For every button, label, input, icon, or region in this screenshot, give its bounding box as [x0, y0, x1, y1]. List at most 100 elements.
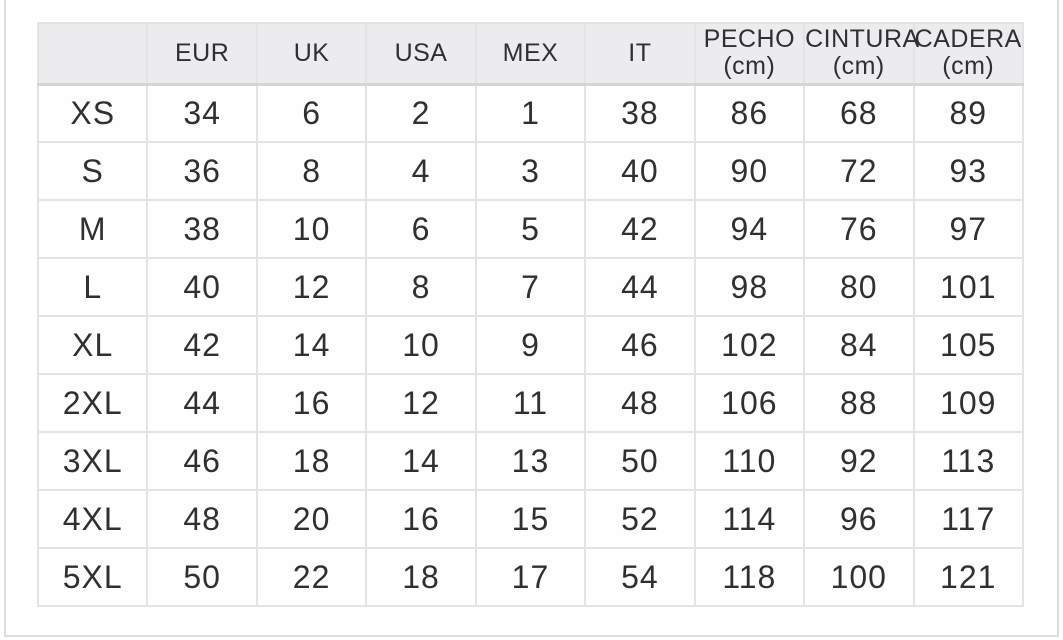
table-cell: 86: [693, 83, 806, 143]
column-header-pecho-label: PECHO: [703, 24, 796, 53]
table-cell: 1: [474, 83, 587, 143]
table-cell: 38: [146, 199, 258, 259]
size-label: L: [36, 257, 149, 317]
size-label: 2XL: [36, 373, 149, 433]
column-header-cadera-label: CADERA: [914, 24, 1022, 53]
table-cell: 9: [474, 315, 587, 375]
table-cell: 44: [146, 373, 258, 433]
size-chart-table: EUR UK USA MEX IT PECHO (cm) CINTURA (cm…: [36, 22, 1024, 607]
column-header-uk: UK: [255, 22, 368, 86]
table-row-xl: XL 42 14 10 9 46 102 84 105: [36, 315, 1024, 375]
column-header-size: [36, 22, 149, 86]
column-header-cadera-unit: (cm): [942, 52, 995, 81]
table-cell: 4: [365, 141, 477, 201]
column-header-it: IT: [584, 22, 696, 86]
table-cell: 12: [255, 257, 368, 317]
table-cell: 10: [255, 199, 368, 259]
table-cell: 121: [912, 547, 1024, 607]
table-cell: 14: [365, 431, 477, 491]
table-cell: 114: [693, 489, 806, 549]
table-cell: 16: [255, 373, 368, 433]
table-cell: 20: [255, 489, 368, 549]
table-cell: 52: [584, 489, 696, 549]
table-cell: 84: [803, 315, 915, 375]
size-label: XL: [36, 315, 149, 375]
column-header-eur: EUR: [146, 22, 258, 86]
table-cell: 42: [146, 315, 258, 375]
table-cell: 2: [365, 83, 477, 143]
table-row-3xl: 3XL 46 18 14 13 50 110 92 113: [36, 431, 1024, 491]
table-cell: 6: [255, 83, 368, 143]
table-cell: 98: [693, 257, 806, 317]
table-cell: 102: [693, 315, 806, 375]
table-cell: 40: [146, 257, 258, 317]
size-label: 5XL: [36, 547, 149, 607]
table-cell: 118: [693, 547, 806, 607]
table-cell: 110: [693, 431, 806, 491]
table-cell: 97: [912, 199, 1024, 259]
table-cell: 36: [146, 141, 258, 201]
table-cell: 89: [912, 83, 1024, 143]
table-row-s: S 36 8 4 3 40 90 72 93: [36, 141, 1024, 201]
table-cell: 90: [693, 141, 806, 201]
column-header-cadera: CADERA (cm): [912, 22, 1024, 86]
table-cell: 93: [912, 141, 1024, 201]
table-cell: 14: [255, 315, 368, 375]
table-cell: 106: [693, 373, 806, 433]
table-cell: 13: [474, 431, 587, 491]
table-cell: 7: [474, 257, 587, 317]
column-header-cintura-label: CINTURA: [805, 24, 920, 53]
table-cell: 34: [146, 83, 258, 143]
table-cell: 117: [912, 489, 1024, 549]
column-header-cintura-unit: (cm): [832, 52, 885, 81]
table-cell: 113: [912, 431, 1024, 491]
table-row-xs: XS 34 6 2 1 38 86 68 89: [36, 83, 1024, 143]
table-cell: 5: [474, 199, 587, 259]
size-chart-header: EUR UK USA MEX IT PECHO (cm) CINTURA (cm…: [36, 22, 1024, 86]
column-header-mex: MEX: [474, 22, 587, 86]
table-cell: 12: [365, 373, 477, 433]
size-label: XS: [36, 83, 149, 143]
table-row-m: M 38 10 6 5 42 94 76 97: [36, 199, 1024, 259]
table-cell: 72: [803, 141, 915, 201]
table-cell: 50: [146, 547, 258, 607]
table-row-l: L 40 12 8 7 44 98 80 101: [36, 257, 1024, 317]
table-cell: 46: [584, 315, 696, 375]
header-row: EUR UK USA MEX IT PECHO (cm) CINTURA (cm…: [36, 22, 1024, 86]
table-cell: 48: [584, 373, 696, 433]
table-cell: 18: [365, 547, 477, 607]
table-cell: 68: [803, 83, 915, 143]
table-cell: 48: [146, 489, 258, 549]
table-cell: 8: [255, 141, 368, 201]
table-cell: 15: [474, 489, 587, 549]
table-row-4xl: 4XL 48 20 16 15 52 114 96 117: [36, 489, 1024, 549]
size-label: M: [36, 199, 149, 259]
table-cell: 10: [365, 315, 477, 375]
table-cell: 38: [584, 83, 696, 143]
table-cell: 8: [365, 257, 477, 317]
table-cell: 18: [255, 431, 368, 491]
table-cell: 109: [912, 373, 1024, 433]
table-cell: 17: [474, 547, 587, 607]
size-chart-body: XS 34 6 2 1 38 86 68 89 S 36 8 4 3 40 90…: [36, 83, 1024, 607]
table-cell: 100: [803, 547, 915, 607]
table-cell: 80: [803, 257, 915, 317]
table-cell: 22: [255, 547, 368, 607]
table-cell: 76: [803, 199, 915, 259]
table-row-5xl: 5XL 50 22 18 17 54 118 100 121: [36, 547, 1024, 607]
column-header-pecho: PECHO (cm): [693, 22, 806, 86]
table-cell: 54: [584, 547, 696, 607]
size-label: 3XL: [36, 431, 149, 491]
table-cell: 88: [803, 373, 915, 433]
table-cell: 96: [803, 489, 915, 549]
size-label: 4XL: [36, 489, 149, 549]
table-cell: 46: [146, 431, 258, 491]
column-header-usa: USA: [365, 22, 477, 86]
table-cell: 94: [693, 199, 806, 259]
table-cell: 105: [912, 315, 1024, 375]
table-cell: 11: [474, 373, 587, 433]
table-cell: 42: [584, 199, 696, 259]
table-cell: 6: [365, 199, 477, 259]
table-row-2xl: 2XL 44 16 12 11 48 106 88 109: [36, 373, 1024, 433]
table-cell: 44: [584, 257, 696, 317]
